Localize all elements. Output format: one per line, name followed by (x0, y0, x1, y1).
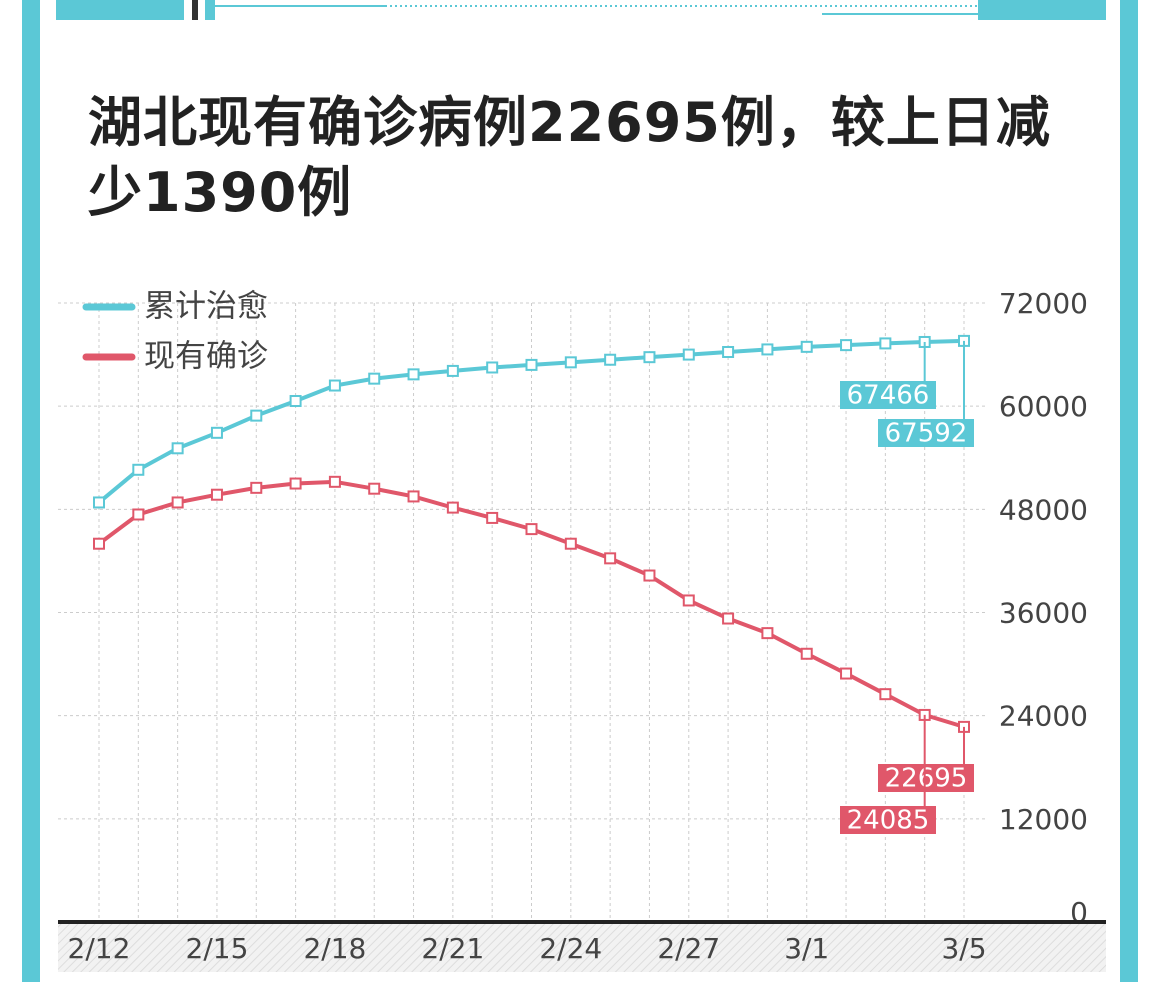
point-marker (682, 348, 695, 361)
point-marker (604, 552, 617, 565)
x-axis-band (58, 924, 1106, 972)
y-tick-label: 60000 (999, 390, 1088, 423)
point-marker (564, 356, 577, 369)
point-marker (840, 667, 853, 680)
y-tick-label: 48000 (999, 493, 1088, 526)
point-marker (328, 475, 341, 488)
point-marker (879, 337, 892, 350)
point-marker (210, 488, 223, 501)
point-marker (722, 346, 735, 359)
point-marker (879, 688, 892, 701)
deco (192, 0, 198, 20)
point-marker (800, 647, 813, 660)
x-tick-label: 2/15 (186, 932, 249, 965)
point-marker (368, 482, 381, 495)
x-tick-label: 2/18 (303, 932, 366, 965)
point-marker (289, 477, 302, 490)
point-marker (250, 409, 263, 422)
y-tick-label: 24000 (999, 700, 1088, 733)
x-tick-label: 2/12 (68, 932, 131, 965)
y-tick-label: 72000 (999, 287, 1088, 320)
point-marker (604, 353, 617, 366)
point-marker (171, 496, 184, 509)
frame-right (1120, 0, 1138, 982)
deco (978, 0, 1106, 20)
x-tick-label: 3/1 (784, 932, 829, 965)
value-label-box (878, 764, 974, 792)
point-marker (289, 395, 302, 408)
point-marker (840, 339, 853, 352)
point-marker (93, 537, 105, 550)
point-marker (800, 340, 813, 353)
y-tick-label: 0 (1070, 896, 1088, 929)
value-label: 67592 (885, 419, 968, 449)
x-tick-label: 2/24 (539, 932, 602, 965)
point-marker (446, 501, 459, 514)
point-marker (132, 463, 145, 476)
point-marker (250, 481, 263, 494)
point-marker (93, 496, 105, 509)
point-marker (682, 594, 695, 607)
point-marker (643, 351, 656, 364)
value-label: 67466 (847, 381, 930, 411)
point-marker (407, 490, 420, 503)
point-marker (761, 627, 774, 640)
y-tick-label: 36000 (999, 597, 1088, 630)
legend-label: 现有确诊 (144, 339, 268, 375)
value-label-box (840, 806, 936, 834)
value-label: 22695 (885, 764, 968, 794)
frame-left (22, 0, 40, 982)
x-tick-label: 2/21 (421, 932, 484, 965)
point-marker (328, 379, 341, 392)
value-label-box (878, 419, 974, 447)
point-marker (525, 523, 538, 536)
point-marker (132, 508, 145, 521)
y-tick-label: 12000 (999, 803, 1088, 836)
point-marker (486, 361, 499, 374)
x-tick-label: 3/5 (941, 932, 986, 965)
point-marker (486, 511, 499, 524)
deco (56, 0, 184, 20)
x-tick-label: 2/27 (657, 932, 720, 965)
point-marker (446, 364, 459, 377)
point-marker (171, 442, 184, 455)
value-label-box (840, 381, 936, 409)
legend-label: 累计治愈 (144, 289, 268, 325)
chart-title: 湖北现有确诊病例22695例，较上日减少1390例 (88, 91, 1051, 224)
point-marker (407, 368, 420, 381)
value-label: 24085 (847, 806, 930, 836)
point-marker (643, 569, 656, 582)
point-marker (525, 358, 538, 371)
point-marker (210, 426, 223, 439)
deco (205, 0, 215, 20)
point-marker (761, 343, 774, 356)
point-marker (564, 537, 577, 550)
point-marker (368, 372, 381, 385)
point-marker (722, 612, 735, 625)
